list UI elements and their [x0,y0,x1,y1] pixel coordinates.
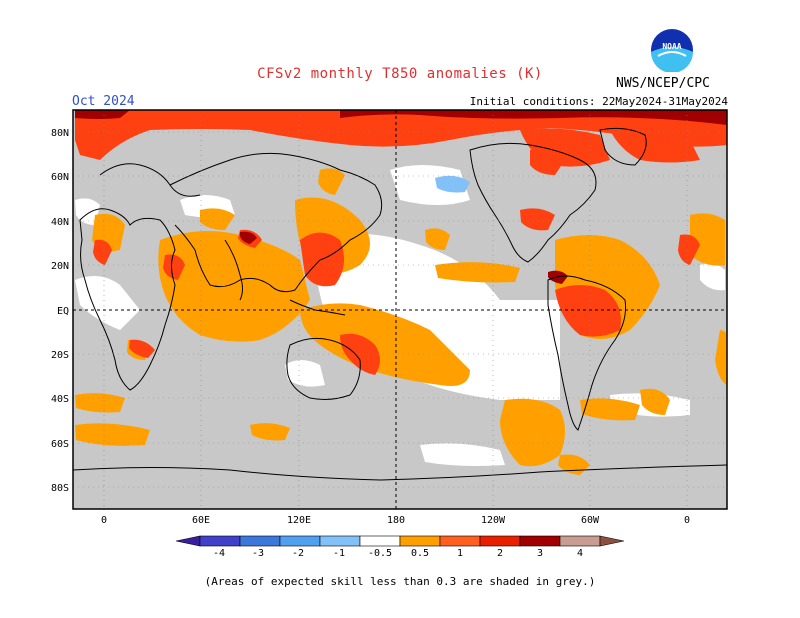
lat-label: 20S [51,350,69,361]
skill-footnote: (Areas of expected skill less than 0.3 a… [204,575,596,588]
colorbar-label: 0.5 [411,548,429,559]
colorbar-swatch [319,535,361,547]
lat-label: 60S [51,439,69,450]
colorbar-swatch [175,535,201,547]
colorbar-labels: -4 -3 -2 -1 -0.5 0.5 1 2 3 4 [213,548,583,559]
anomaly-0.5-1-regions [75,110,727,475]
lon-label: 120W [481,515,506,526]
colorbar-label: -0.5 [368,548,392,559]
colorbar [175,535,625,547]
lat-label: 40S [51,394,69,405]
lon-label: 60E [192,515,210,526]
neutral-regions [75,165,725,466]
colorbar-label: 2 [497,548,503,559]
lat-label: 40N [51,217,69,228]
map-frame [72,109,728,510]
colorbar-label: -1 [333,548,345,559]
colorbar-swatch [559,535,601,547]
skill-grey-background [73,110,727,509]
colorbar-swatch [519,535,561,547]
lat-label: 80S [51,483,69,494]
map-title: CFSv2 monthly T850 anomalies (K) [257,66,543,82]
map-grid [73,110,727,509]
noaa-logo-icon: NOAA [650,28,694,76]
lat-label: EQ [57,306,69,317]
lon-label: 60W [581,515,600,526]
lat-label: 20N [51,261,69,272]
initial-conditions: Initial conditions: 22May2024-31May2024 [469,95,728,108]
noaa-logo-text: NOAA [662,42,681,51]
colorbar-swatch [439,535,481,547]
lon-label: 0 [101,515,107,526]
colorbar-swatch [239,535,281,547]
colorbar-label: 4 [577,548,583,559]
forecast-month: Oct 2024 [72,94,135,109]
lat-label: 60N [51,172,69,183]
longitude-labels: 0 60E 120E 180 120W 60W 0 [101,515,690,526]
colorbar-label: -4 [213,548,225,559]
anomaly-1-2-regions [75,110,727,375]
colorbar-label: -2 [292,548,304,559]
latitude-labels: 80N 60N 40N 20N EQ 20S 40S 60S 80S [51,128,69,494]
coastlines [73,127,727,481]
lon-label: 120E [287,515,311,526]
colorbar-label: -3 [252,548,264,559]
colorbar-swatch [599,535,625,547]
lon-label: 0 [684,515,690,526]
colorbar-label: 1 [457,548,463,559]
agency-label: NWS/NCEP/CPC [616,76,710,91]
lat-label: 80N [51,128,69,139]
colorbar-swatch [279,535,321,547]
colorbar-swatch [479,535,521,547]
colorbar-label: 3 [537,548,543,559]
anomaly-2-3-regions [75,110,727,284]
colorbar-swatch [199,535,241,547]
negative-anomaly-region [435,175,470,193]
lon-label: 180 [387,515,405,526]
colorbar-swatch [399,535,441,547]
colorbar-swatch [359,535,401,547]
